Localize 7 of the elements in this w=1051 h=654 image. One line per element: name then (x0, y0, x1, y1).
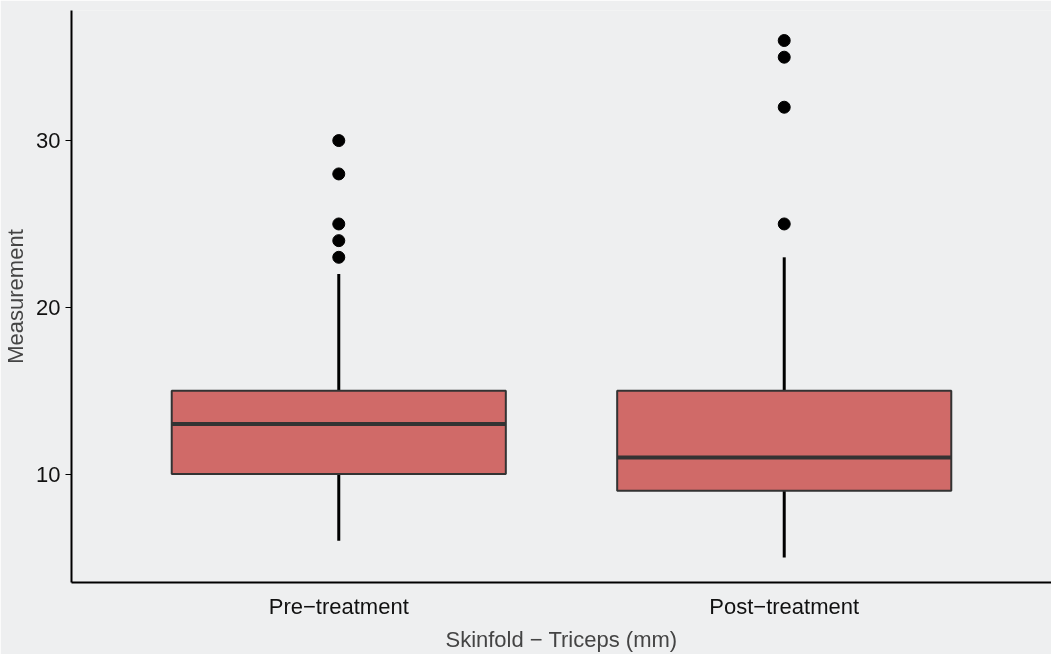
y-axis-title: Measurement (3, 229, 29, 364)
x-tick-label: Post−treatment (709, 593, 860, 619)
y-tick-label: 10 (36, 461, 61, 487)
y-tick-label: 30 (36, 128, 61, 154)
x-tick-label: Pre−treatment (268, 593, 409, 619)
y-tick-label: 20 (36, 294, 61, 320)
x-axis-title: Skinfold − Triceps (mm) (445, 626, 678, 652)
